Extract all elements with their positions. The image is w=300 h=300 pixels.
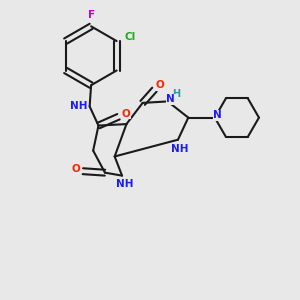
Text: NH: NH (171, 143, 188, 154)
Text: NH: NH (116, 179, 134, 189)
Text: Cl: Cl (124, 32, 136, 42)
Text: H: H (172, 89, 181, 99)
Text: N: N (213, 110, 222, 120)
Text: N: N (213, 110, 222, 120)
Text: O: O (71, 164, 80, 174)
Text: F: F (88, 10, 95, 20)
Text: N: N (166, 94, 175, 104)
Text: O: O (155, 80, 164, 90)
Text: NH: NH (70, 101, 87, 111)
Text: O: O (122, 109, 130, 119)
